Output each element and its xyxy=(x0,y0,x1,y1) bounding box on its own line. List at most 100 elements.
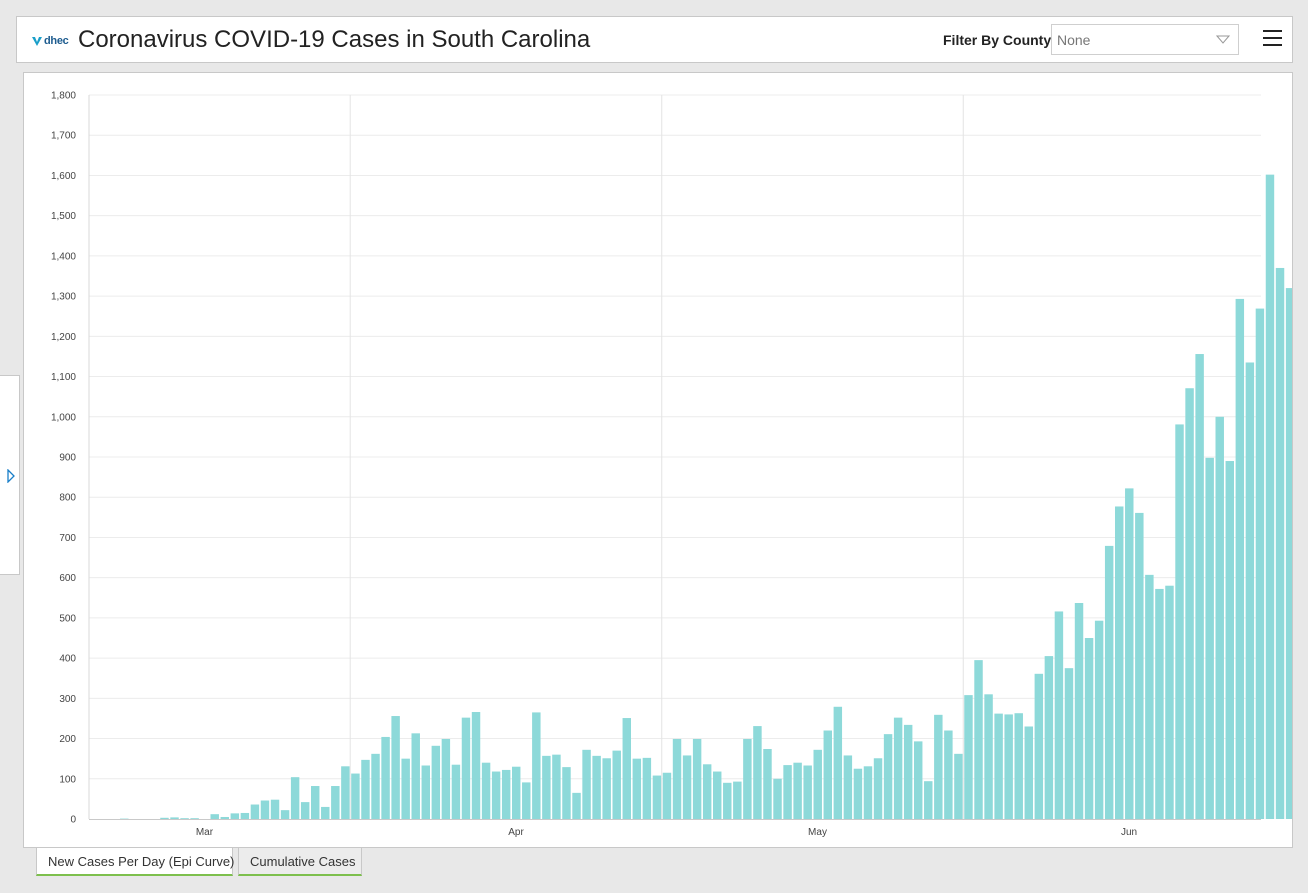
bar xyxy=(381,736,390,819)
bar xyxy=(341,766,350,819)
bar xyxy=(552,754,561,819)
county-filter-value: None xyxy=(1057,32,1091,48)
x-tick-label: Jun xyxy=(1121,827,1137,838)
y-tick-label: 1,500 xyxy=(51,211,76,222)
bar xyxy=(1054,611,1064,819)
y-tick-label: 1,100 xyxy=(51,372,76,383)
bar xyxy=(773,778,782,819)
y-tick-label: 500 xyxy=(59,613,76,624)
bar xyxy=(602,758,611,819)
bar xyxy=(190,818,199,819)
bar xyxy=(753,726,762,819)
bar xyxy=(260,800,270,819)
bar xyxy=(1275,267,1285,819)
bar xyxy=(491,771,501,819)
bar xyxy=(1195,354,1204,819)
hamburger-menu-icon[interactable] xyxy=(1263,30,1283,48)
tab-cumulative-cases[interactable]: Cumulative Cases xyxy=(238,848,362,876)
bar xyxy=(883,734,893,819)
bar xyxy=(702,764,712,819)
bar xyxy=(270,799,280,819)
bar xyxy=(1004,714,1013,819)
x-tick-label: May xyxy=(808,827,827,838)
y-tick-label: 1,300 xyxy=(51,292,76,303)
bar xyxy=(692,738,702,819)
bar xyxy=(622,718,631,819)
bar xyxy=(612,750,621,819)
bar xyxy=(1064,668,1074,819)
epi-curve-chart: 0 100 200 300 400 500 600 700 800 900 1,000 1,100 1,… xyxy=(51,91,1295,838)
page-title: Coronavirus COVID-19 Cases in South Caro… xyxy=(78,26,591,53)
bar xyxy=(662,772,672,819)
bar xyxy=(1135,512,1144,819)
bar xyxy=(532,712,541,819)
bar xyxy=(1024,726,1033,819)
bar xyxy=(1074,603,1084,819)
bar xyxy=(642,757,652,819)
bar xyxy=(1115,506,1124,819)
bar xyxy=(522,782,531,819)
bar xyxy=(1225,461,1234,819)
bar xyxy=(391,716,400,819)
bar xyxy=(1125,488,1134,819)
bar xyxy=(351,773,360,819)
bar xyxy=(441,738,451,819)
palmetto-icon xyxy=(32,37,42,46)
county-filter-select[interactable]: None xyxy=(1051,24,1239,55)
bar xyxy=(1014,713,1023,819)
bar xyxy=(501,769,511,819)
bar xyxy=(1205,457,1214,819)
bar xyxy=(974,660,983,819)
filter-label: Filter By County xyxy=(943,32,1052,48)
bar xyxy=(672,738,682,819)
y-tick-label: 0 xyxy=(70,815,76,826)
y-tick-label: 600 xyxy=(59,573,76,584)
bar xyxy=(361,759,370,819)
bar xyxy=(431,745,441,819)
bar xyxy=(1155,588,1164,819)
bar xyxy=(250,804,260,819)
bar xyxy=(240,812,250,819)
bar xyxy=(1165,585,1174,819)
bar xyxy=(401,758,410,819)
tab-new-cases-per-day[interactable]: New Cases Per Day (Epi Curve) xyxy=(36,848,234,876)
bar xyxy=(1084,638,1094,819)
bar xyxy=(682,755,692,819)
y-tick-label: 100 xyxy=(59,774,76,785)
bar xyxy=(1285,288,1295,819)
bar xyxy=(592,755,601,819)
y-tick-label: 900 xyxy=(59,453,76,464)
bar xyxy=(823,730,832,819)
bar xyxy=(924,781,933,819)
dhec-logo: dhec xyxy=(31,34,69,48)
bar xyxy=(512,766,521,819)
bar xyxy=(833,706,843,819)
bar xyxy=(471,712,481,819)
bar xyxy=(1255,308,1265,819)
y-tick-label: 1,800 xyxy=(51,91,76,102)
logo-text: dhec xyxy=(44,35,69,47)
bar xyxy=(160,817,169,819)
bar xyxy=(873,758,883,819)
bar xyxy=(954,753,963,819)
bar xyxy=(290,777,300,819)
bar xyxy=(280,810,290,819)
bar xyxy=(934,714,943,819)
y-tick-label: 1,600 xyxy=(51,171,76,182)
bar xyxy=(964,695,973,819)
bar xyxy=(944,730,953,819)
bar xyxy=(1034,673,1044,819)
side-panel-toggle[interactable] xyxy=(0,375,20,575)
x-tick-label: Mar xyxy=(196,827,214,838)
bar xyxy=(1104,545,1114,819)
bar xyxy=(1044,656,1054,819)
bar xyxy=(763,749,772,819)
bar xyxy=(733,781,742,819)
bar xyxy=(582,749,591,819)
bar xyxy=(481,762,491,819)
chevron-down-icon xyxy=(1216,35,1230,44)
bar xyxy=(783,765,792,819)
bar xyxy=(220,816,229,819)
bar xyxy=(853,768,863,819)
chart-panel: 0 100 200 300 400 500 600 700 800 900 1,000 1,100 1,… xyxy=(23,72,1295,848)
